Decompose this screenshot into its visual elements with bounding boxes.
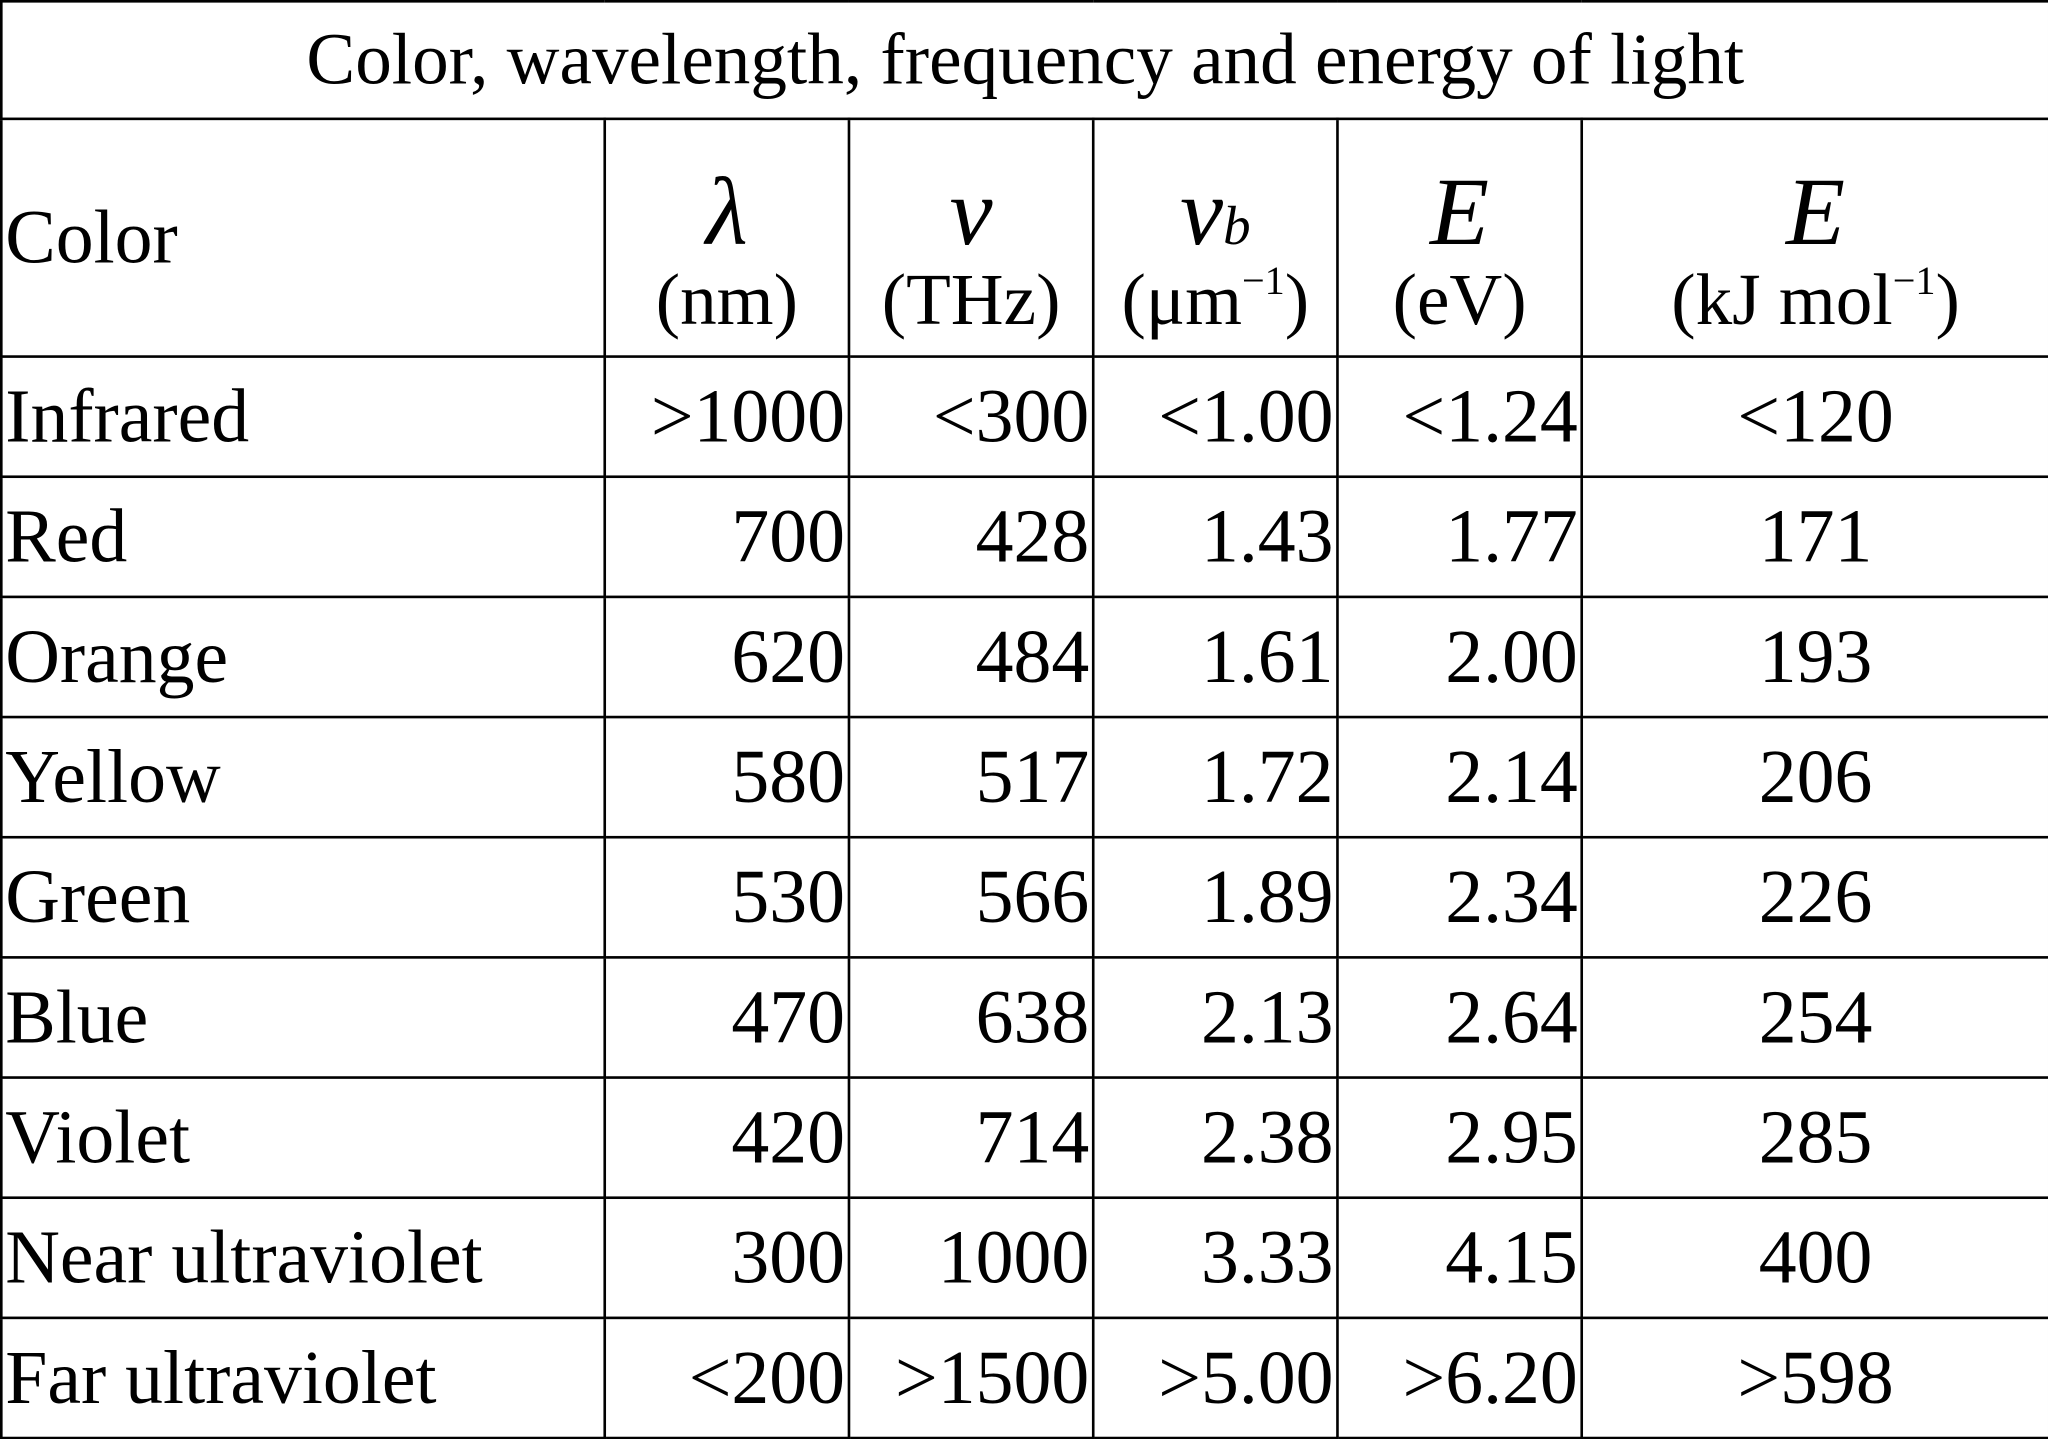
wavenumber-unit-exponent: −1 [1241, 259, 1285, 304]
cell-energy-kj: 206 [1580, 715, 2048, 839]
cell-color: Blue [0, 956, 607, 1079]
cell-frequency: <300 [847, 355, 1095, 479]
wavenumber-symbol-subscript: b [1223, 197, 1251, 258]
cell-wavenumber: 1.89 [1091, 835, 1339, 959]
table-row: Blue 470 638 2.13 2.64 254 [0, 956, 2048, 1079]
cell-energy-kj: 193 [1580, 595, 2048, 719]
cell-wavelength: 620 [603, 595, 851, 719]
cell-energy-kj: 285 [1580, 1076, 2048, 1200]
cell-wavenumber: 2.13 [1091, 956, 1339, 1079]
table-row: Far ultraviolet <200 >1500 >5.00 >6.20 >598 [0, 1316, 2048, 1439]
cell-color: Yellow [0, 715, 607, 839]
wavenumber-symbol-main: ν [1180, 159, 1224, 267]
energy-kj-unit-exponent: −1 [1892, 259, 1936, 304]
energy-kj-unit: (kJ mol−1) [1584, 259, 2046, 354]
header-wavenumber: νb (μm−1) [1091, 117, 1339, 358]
wavelength-unit: (nm) [655, 260, 798, 342]
cell-frequency: >1500 [847, 1316, 1095, 1439]
cell-wavelength: 420 [603, 1076, 851, 1200]
cell-frequency: 484 [847, 595, 1095, 719]
cell-energy-ev: 2.64 [1336, 956, 1584, 1079]
cell-color: Orange [0, 595, 607, 719]
cell-energy-ev: 1.77 [1336, 475, 1584, 599]
cell-energy-ev: 2.14 [1336, 715, 1584, 839]
cell-color: Green [0, 835, 607, 959]
header-color: Color [0, 117, 607, 358]
cell-wavelength: >1000 [603, 355, 851, 479]
cell-color: Red [0, 475, 607, 599]
cell-wavelength: 580 [603, 715, 851, 839]
cell-energy-ev: 2.34 [1336, 835, 1584, 959]
table-row: Infrared >1000 <300 <1.00 <1.24 <120 [0, 355, 2048, 479]
cell-frequency: 1000 [847, 1196, 1095, 1320]
title-row: Color, wavelength, frequency and energy … [0, 0, 2048, 121]
cell-wavenumber: >5.00 [1091, 1316, 1339, 1439]
header-energy-ev: E (eV) [1336, 117, 1584, 358]
cell-energy-ev: 4.15 [1336, 1196, 1584, 1320]
cell-energy-kj: 171 [1580, 475, 2048, 599]
table-row: Near ultraviolet 300 1000 3.33 4.15 400 [0, 1196, 2048, 1320]
cell-color: Violet [0, 1076, 607, 1200]
cell-energy-kj: >598 [1580, 1316, 2048, 1439]
cell-energy-kj: <120 [1580, 355, 2048, 479]
cell-frequency: 428 [847, 475, 1095, 599]
cell-color: Infrared [0, 355, 607, 479]
wavelength-symbol: λ [705, 159, 748, 267]
cell-energy-kj: 226 [1580, 835, 2048, 959]
table-row: Red 700 428 1.43 1.77 171 [0, 475, 2048, 599]
cell-energy-ev: >6.20 [1336, 1316, 1584, 1439]
cell-energy-ev: <1.24 [1336, 355, 1584, 479]
cell-wavenumber: 1.43 [1091, 475, 1339, 599]
cell-frequency: 566 [847, 835, 1095, 959]
cell-wavenumber: 1.61 [1091, 595, 1339, 719]
header-frequency: ν (THz) [847, 117, 1095, 358]
table-row: Orange 620 484 1.61 2.00 193 [0, 595, 2048, 719]
table-title: Color, wavelength, frequency and energy … [0, 0, 2048, 121]
wavenumber-unit: (μm−1) [1096, 259, 1335, 354]
wavenumber-unit-base: (μm [1121, 260, 1242, 342]
cell-wavenumber: 3.33 [1091, 1196, 1339, 1320]
energy-kj-unit-close: ) [1935, 260, 1960, 342]
header-wavelength: λ (nm) [603, 117, 851, 358]
energy-kj-unit-base: (kJ mol [1671, 260, 1893, 342]
cell-color: Near ultraviolet [0, 1196, 607, 1320]
cell-frequency: 714 [847, 1076, 1095, 1200]
frequency-unit: (THz) [881, 260, 1061, 342]
frequency-symbol: ν [949, 159, 993, 267]
cell-wavenumber: <1.00 [1091, 355, 1339, 479]
cell-energy-ev: 2.00 [1336, 595, 1584, 719]
cell-energy-ev: 2.95 [1336, 1076, 1584, 1200]
table-row: Violet 420 714 2.38 2.95 285 [0, 1076, 2048, 1200]
cell-energy-kj: 400 [1580, 1196, 2048, 1320]
wavenumber-symbol: νb [1096, 165, 1335, 262]
cell-wavelength: 530 [603, 835, 851, 959]
cell-color: Far ultraviolet [0, 1316, 607, 1439]
cell-wavelength: 700 [603, 475, 851, 599]
cell-frequency: 638 [847, 956, 1095, 1079]
cell-wavenumber: 1.72 [1091, 715, 1339, 839]
energy-ev-unit: (eV) [1392, 260, 1527, 342]
cell-wavenumber: 2.38 [1091, 1076, 1339, 1200]
energy-kj-symbol: E [1786, 159, 1846, 267]
cell-frequency: 517 [847, 715, 1095, 839]
header-row: Color λ (nm) ν (THz) νb (μm−1) E (eV) E … [0, 117, 2048, 358]
cell-energy-kj: 254 [1580, 956, 2048, 1079]
cell-wavelength: <200 [603, 1316, 851, 1439]
table-row: Yellow 580 517 1.72 2.14 206 [0, 715, 2048, 839]
header-energy-kj: E (kJ mol−1) [1580, 117, 2048, 358]
energy-ev-symbol: E [1430, 159, 1490, 267]
table-row: Green 530 566 1.89 2.34 226 [0, 835, 2048, 959]
cell-wavelength: 300 [603, 1196, 851, 1320]
wavenumber-unit-close: ) [1284, 260, 1310, 342]
cell-wavelength: 470 [603, 956, 851, 1079]
